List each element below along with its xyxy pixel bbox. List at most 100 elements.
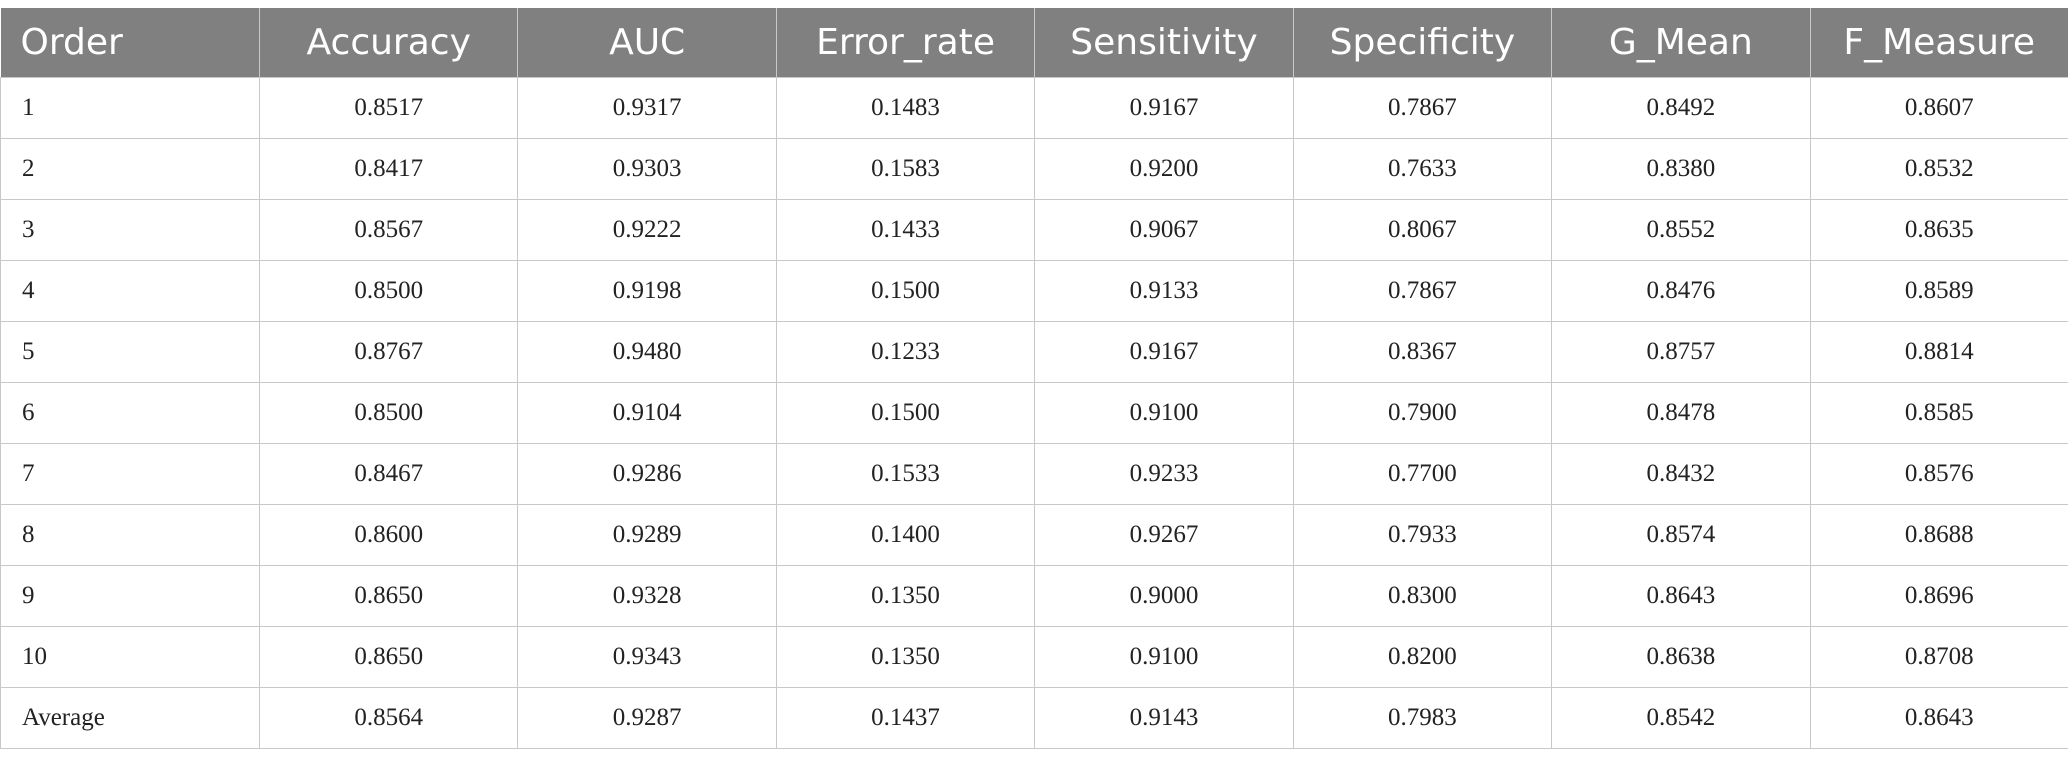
- column-header-error-rate: Error_rate: [775, 8, 1036, 78]
- column-header-order: Order: [0, 8, 260, 78]
- value-cell: 0.8585: [1809, 382, 2068, 444]
- value-cell: 0.7633: [1292, 138, 1553, 200]
- table-row: 7 0.8467 0.9286 0.1533 0.9233 0.7700 0.8432 0.8…: [0, 443, 2068, 505]
- table-body: 1 0.8517 0.9317 0.1483 0.9167 0.7867 0.8492 0.8…: [0, 77, 2068, 749]
- value-cell: 0.9287: [517, 687, 777, 749]
- value-cell: 0.8300: [1292, 565, 1553, 627]
- value-cell: 0.9289: [517, 504, 777, 566]
- value-cell: 0.8643: [1809, 687, 2068, 749]
- value-cell: 0.1437: [775, 687, 1036, 749]
- value-cell: 0.8500: [258, 382, 519, 444]
- results-table-container: Order Accuracy AUC Error_rate Sensitivity Spe…: [0, 8, 2068, 749]
- average-row: Average 0.8564 0.9287 0.1437 0.9143 0.7983 0.8…: [0, 687, 2068, 749]
- value-cell: 0.8532: [1809, 138, 2068, 200]
- value-cell: 0.8696: [1809, 565, 2068, 627]
- value-cell: 0.9133: [1034, 260, 1294, 322]
- value-cell: 0.9100: [1034, 626, 1294, 688]
- value-cell: 0.1500: [775, 260, 1036, 322]
- row-label-cell: 2: [0, 138, 260, 200]
- header-row: Order Accuracy AUC Error_rate Sensitivity Spe…: [0, 8, 2068, 78]
- value-cell: 0.8600: [258, 504, 519, 566]
- value-cell: 0.7867: [1292, 77, 1553, 139]
- column-header-auc: AUC: [517, 8, 777, 78]
- value-cell: 0.8814: [1809, 321, 2068, 383]
- row-label-cell: 8: [0, 504, 260, 566]
- value-cell: 0.1433: [775, 199, 1036, 261]
- value-cell: 0.1483: [775, 77, 1036, 139]
- value-cell: 0.9303: [517, 138, 777, 200]
- value-cell: 0.8650: [258, 565, 519, 627]
- value-cell: 0.8517: [258, 77, 519, 139]
- table-row: 8 0.8600 0.9289 0.1400 0.9267 0.7933 0.8574 0.8…: [0, 504, 2068, 566]
- value-cell: 0.8574: [1551, 504, 1811, 566]
- column-header-accuracy: Accuracy: [258, 8, 519, 78]
- value-cell: 0.8638: [1551, 626, 1811, 688]
- row-label-cell: 9: [0, 565, 260, 627]
- value-cell: 0.9104: [517, 382, 777, 444]
- value-cell: 0.9222: [517, 199, 777, 261]
- row-label-cell: 1: [0, 77, 260, 139]
- value-cell: 0.8467: [258, 443, 519, 505]
- value-cell: 0.9200: [1034, 138, 1294, 200]
- value-cell: 0.7700: [1292, 443, 1553, 505]
- value-cell: 0.8492: [1551, 77, 1811, 139]
- value-cell: 0.8650: [258, 626, 519, 688]
- value-cell: 0.1350: [775, 565, 1036, 627]
- value-cell: 0.9233: [1034, 443, 1294, 505]
- value-cell: 0.9328: [517, 565, 777, 627]
- value-cell: 0.8200: [1292, 626, 1553, 688]
- value-cell: 0.9480: [517, 321, 777, 383]
- value-cell: 0.8552: [1551, 199, 1811, 261]
- value-cell: 0.8576: [1809, 443, 2068, 505]
- table-row: 6 0.8500 0.9104 0.1500 0.9100 0.7900 0.8478 0.8…: [0, 382, 2068, 444]
- value-cell: 0.9343: [517, 626, 777, 688]
- value-cell: 0.8567: [258, 199, 519, 261]
- value-cell: 0.8757: [1551, 321, 1811, 383]
- value-cell: 0.8564: [258, 687, 519, 749]
- value-cell: 0.9198: [517, 260, 777, 322]
- value-cell: 0.7933: [1292, 504, 1553, 566]
- value-cell: 0.1350: [775, 626, 1036, 688]
- row-label-cell: 3: [0, 199, 260, 261]
- column-header-g-mean: G_Mean: [1551, 8, 1811, 78]
- value-cell: 0.9286: [517, 443, 777, 505]
- value-cell: 0.9000: [1034, 565, 1294, 627]
- value-cell: 0.8367: [1292, 321, 1553, 383]
- value-cell: 0.9100: [1034, 382, 1294, 444]
- value-cell: 0.7867: [1292, 260, 1553, 322]
- table-row: 5 0.8767 0.9480 0.1233 0.9167 0.8367 0.8757 0.8…: [0, 321, 2068, 383]
- value-cell: 0.8417: [258, 138, 519, 200]
- row-label-cell: 7: [0, 443, 260, 505]
- value-cell: 0.1533: [775, 443, 1036, 505]
- value-cell: 0.9143: [1034, 687, 1294, 749]
- table-header: Order Accuracy AUC Error_rate Sensitivity Spe…: [0, 8, 2068, 78]
- value-cell: 0.8635: [1809, 199, 2068, 261]
- value-cell: 0.1233: [775, 321, 1036, 383]
- value-cell: 0.7983: [1292, 687, 1553, 749]
- table-row: 4 0.8500 0.9198 0.1500 0.9133 0.7867 0.8476 0.8…: [0, 260, 2068, 322]
- column-header-f-measure: F_Measure: [1809, 8, 2068, 78]
- value-cell: 0.1400: [775, 504, 1036, 566]
- value-cell: 0.1500: [775, 382, 1036, 444]
- value-cell: 0.9167: [1034, 77, 1294, 139]
- table-row: 9 0.8650 0.9328 0.1350 0.9000 0.8300 0.8643 0.8…: [0, 565, 2068, 627]
- value-cell: 0.8542: [1551, 687, 1811, 749]
- value-cell: 0.7900: [1292, 382, 1553, 444]
- results-table: Order Accuracy AUC Error_rate Sensitivity Spe…: [0, 8, 2068, 749]
- value-cell: 0.1583: [775, 138, 1036, 200]
- row-label-cell: 10: [0, 626, 260, 688]
- row-label-cell: Average: [0, 687, 260, 749]
- row-label-cell: 4: [0, 260, 260, 322]
- value-cell: 0.8067: [1292, 199, 1553, 261]
- column-header-specificity: Specificity: [1292, 8, 1553, 78]
- value-cell: 0.8708: [1809, 626, 2068, 688]
- row-label-cell: 6: [0, 382, 260, 444]
- table-row: 10 0.8650 0.9343 0.1350 0.9100 0.8200 0.8638 0.…: [0, 626, 2068, 688]
- table-row: 1 0.8517 0.9317 0.1483 0.9167 0.7867 0.8492 0.8…: [0, 77, 2068, 139]
- table-row: 2 0.8417 0.9303 0.1583 0.9200 0.7633 0.8380 0.8…: [0, 138, 2068, 200]
- value-cell: 0.8688: [1809, 504, 2068, 566]
- value-cell: 0.9067: [1034, 199, 1294, 261]
- row-label-cell: 5: [0, 321, 260, 383]
- value-cell: 0.8478: [1551, 382, 1811, 444]
- value-cell: 0.8589: [1809, 260, 2068, 322]
